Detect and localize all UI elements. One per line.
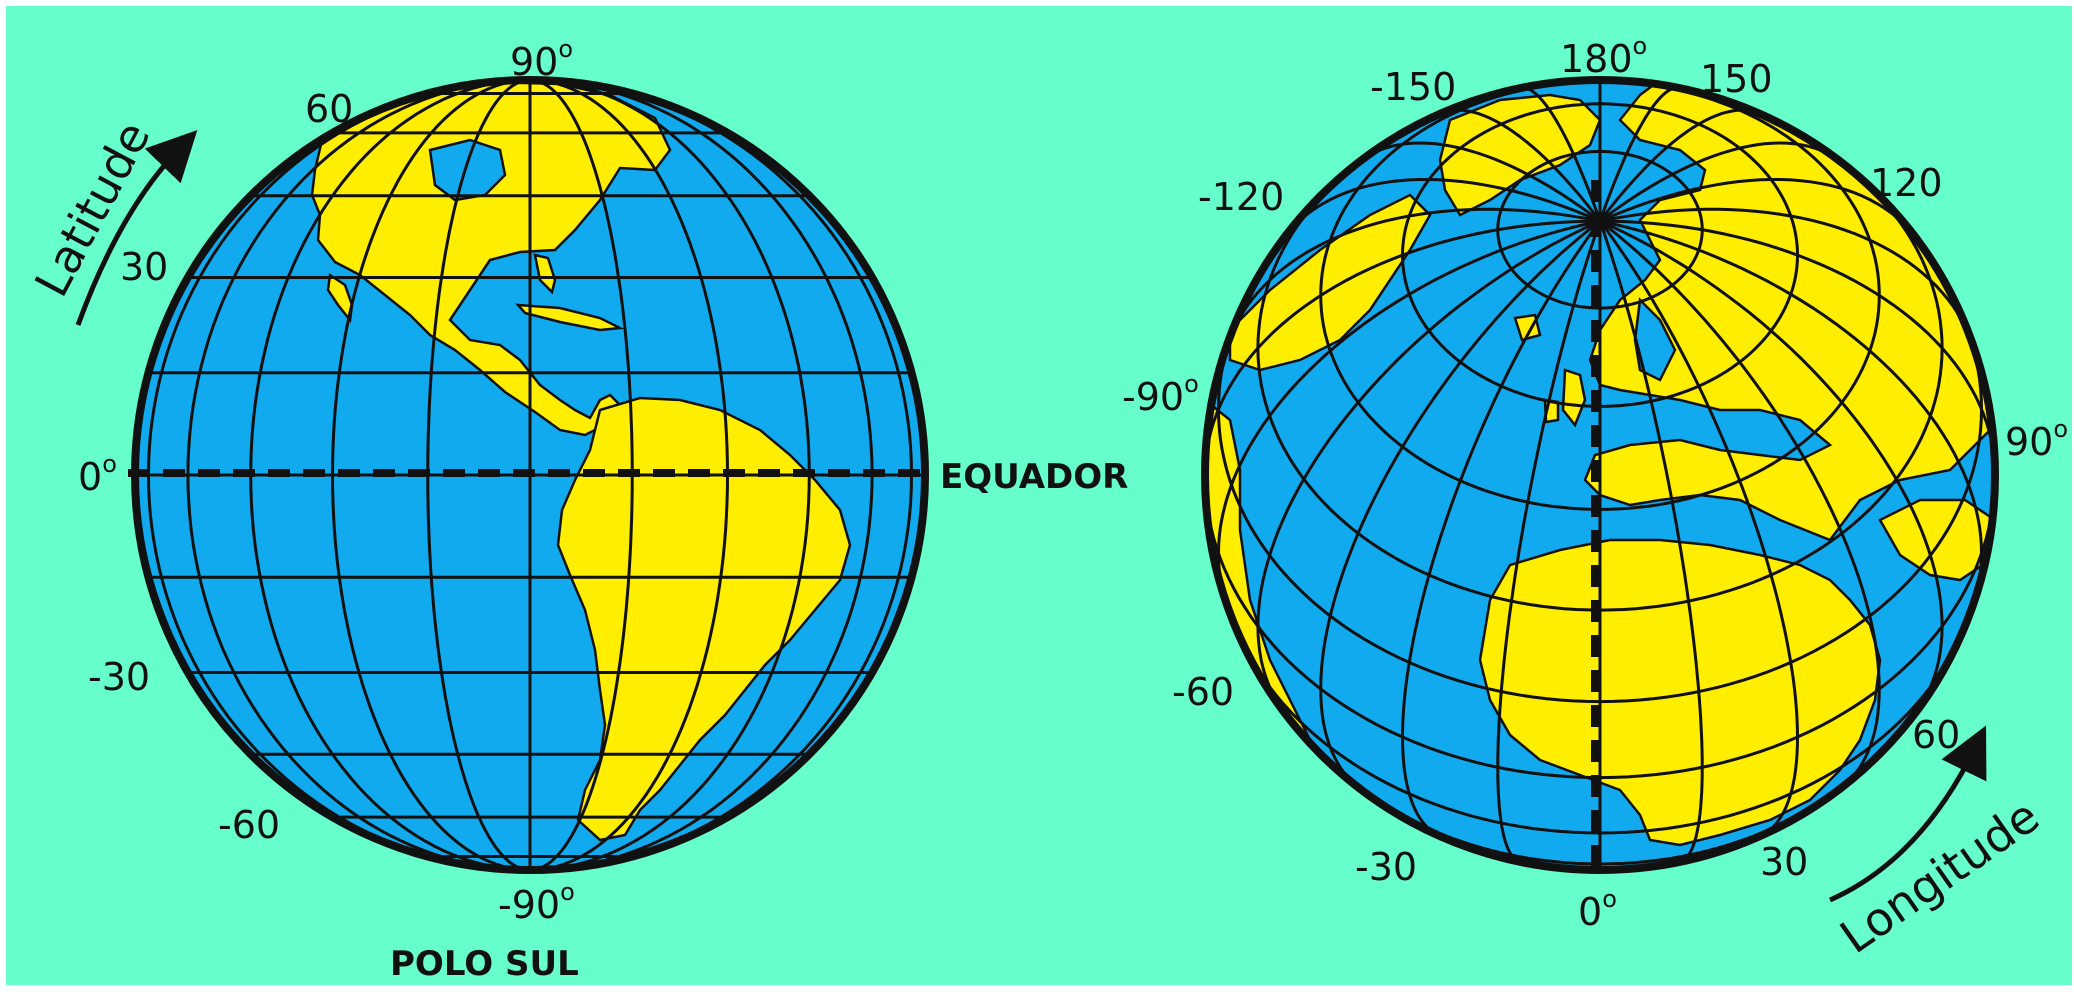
north-america-shape [310, 80, 672, 437]
longitude-arrow [1828, 725, 1987, 903]
graticule-line [1216, 219, 1601, 605]
florida-shape [533, 253, 557, 295]
graticule-line [1256, 219, 1601, 712]
graticule-line [1400, 220, 1602, 838]
graticule-line [1521, 86, 1602, 222]
latitude-labels: 90o 60 30 0o -30 -60 -90o [78, 35, 575, 927]
lon-label-minus-60: -60 [1172, 670, 1234, 714]
graticule-line [1599, 141, 1838, 223]
lon-label-150: 150 [1700, 57, 1773, 101]
left-globe-outline [131, 76, 929, 874]
lon-label-90: 90o [2005, 415, 2068, 464]
graticule-line [1319, 219, 1601, 789]
graticule-line [1598, 220, 1704, 863]
graticule-line [1496, 220, 1602, 863]
graticule-line [1599, 219, 1984, 605]
graticule-line [1599, 219, 1944, 712]
lon-label-minus-90: -90o [1122, 370, 1199, 419]
latitude-arrow [75, 130, 198, 326]
lat-label-30: 30 [120, 245, 168, 289]
lon-label-120: 120 [1870, 161, 1943, 205]
south-pole-label: POLO SUL [390, 944, 579, 984]
graticule-line [1598, 108, 1761, 223]
equator-label: EQUADOR [940, 457, 1128, 497]
lon-label-minus-150: -150 [1370, 65, 1456, 109]
lat-label-minus-90: -90o [498, 878, 575, 927]
right-globe-graticule [1205, 80, 1995, 870]
right-globe-outline [1201, 76, 1999, 874]
right-globe [1201, 76, 1999, 874]
graticule-line [1598, 220, 1800, 838]
graticule-line [1599, 219, 1995, 476]
lat-label-minus-60: -60 [218, 803, 280, 847]
graticule-line [1598, 86, 1679, 222]
graticule-line [1286, 178, 1601, 235]
graticule-line [1205, 219, 1601, 476]
africa-shape [1478, 538, 1882, 847]
lat-label-90: 90o [510, 35, 573, 84]
lon-label-30: 30 [1760, 840, 1808, 884]
graticule-line [186, 80, 531, 870]
lon-label-minus-30: -30 [1355, 845, 1417, 889]
graticule-line [1228, 207, 1601, 339]
lon-label-60: 60 [1912, 713, 1960, 757]
graticule-line [1599, 178, 1914, 235]
graticule-line [330, 80, 531, 870]
lat-label-60: 60 [305, 87, 353, 131]
left-globe [128, 76, 929, 874]
lat-label-0: 0o [78, 450, 117, 499]
lat-label-minus-30: -30 [88, 655, 150, 699]
lon-label-180: 180o [1560, 32, 1647, 81]
lon-label-minus-120: -120 [1198, 175, 1284, 219]
lon-label-0: 0o [1578, 885, 1617, 934]
graticule-line [1362, 141, 1601, 223]
graticule-line [1599, 219, 1881, 789]
longitude-labels: 180o -150 150 -120 120 -90o 90o -60 60 -… [1122, 32, 2068, 934]
baja-shape [326, 272, 354, 324]
graticule-line [1599, 207, 1972, 339]
graticule-line [1439, 108, 1602, 223]
